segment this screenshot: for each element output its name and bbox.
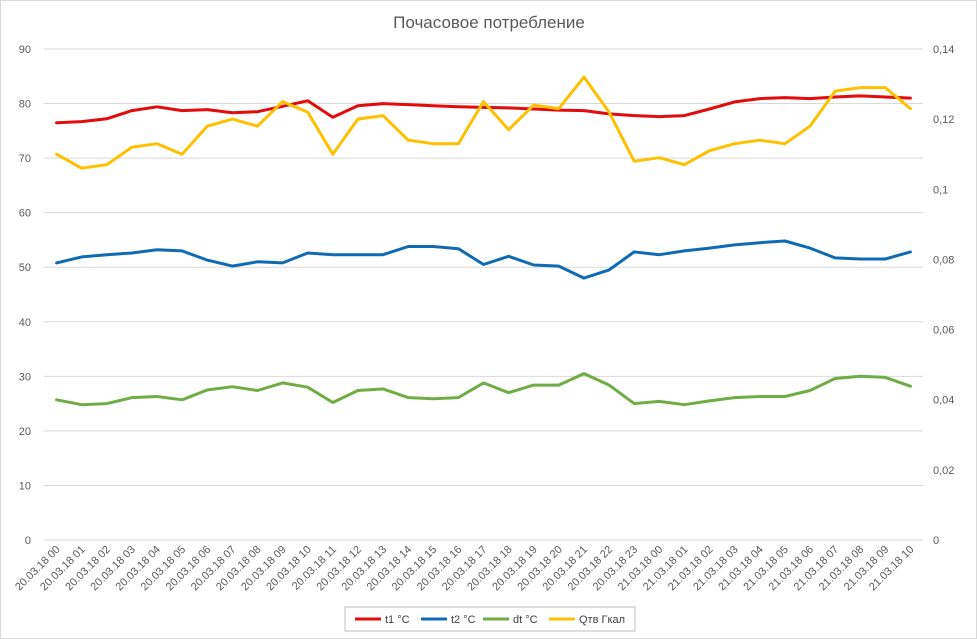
y-right-tick-label: 0,12 — [933, 114, 954, 126]
series-line-3 — [55, 372, 912, 407]
legend-label: t2 °C — [451, 614, 476, 626]
y-left-tick-label: 70 — [19, 153, 31, 165]
y-left-tick-label: 20 — [19, 426, 31, 438]
y-axis-right: 0 0,02 0,04 0,06 0,08 0,1 0,12 0,14 — [933, 44, 954, 547]
y-left-tick-label: 80 — [19, 99, 31, 111]
y-right-tick-label: 0,14 — [933, 44, 954, 56]
chart-title: Почасовое потребление — [393, 13, 585, 32]
legend-label: dt °C — [513, 614, 538, 626]
y-left-tick-label: 90 — [19, 44, 31, 56]
y-left-tick-label: 40 — [19, 317, 31, 329]
y-left-tick-label: 0 — [25, 535, 31, 547]
gridlines — [44, 48, 923, 541]
series-lines — [55, 75, 912, 407]
y-left-tick-label: 60 — [19, 208, 31, 220]
series-line-2 — [55, 239, 912, 280]
series-line-1 — [55, 94, 912, 125]
y-left-tick-label: 50 — [19, 262, 31, 274]
y-right-tick-label: 0,1 — [933, 184, 948, 196]
y-axis-left: 0 10 20 30 40 50 60 70 80 90 — [19, 44, 31, 547]
y-right-tick-label: 0 — [933, 535, 939, 547]
legend-label: t1 °C — [385, 614, 410, 626]
y-left-tick-label: 30 — [19, 371, 31, 383]
y-left-tick-label: 10 — [19, 480, 31, 492]
y-right-tick-label: 0,06 — [933, 325, 954, 337]
y-right-tick-label: 0,08 — [933, 254, 954, 266]
y-right-tick-label: 0,04 — [933, 395, 954, 407]
legend: t1 °C t2 °C dt °C Qтв Гкал — [344, 606, 636, 632]
series-line-4 — [55, 75, 912, 170]
legend-label: Qтв Гкал — [579, 614, 625, 626]
y-right-tick-label: 0,02 — [933, 465, 954, 477]
